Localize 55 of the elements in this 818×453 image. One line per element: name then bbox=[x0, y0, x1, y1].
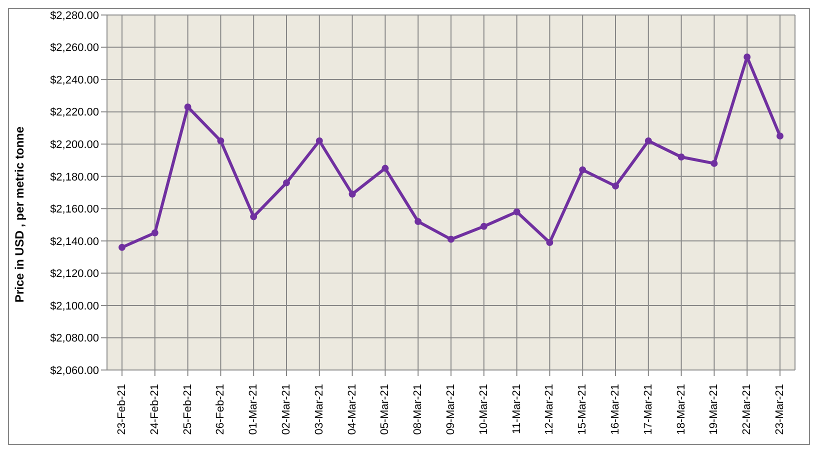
x-tick-label: 12-Mar-21 bbox=[544, 384, 556, 435]
point bbox=[776, 132, 784, 140]
y-tick-label: $2,260.00 bbox=[50, 42, 99, 54]
point bbox=[382, 164, 389, 172]
x-tick-label: 17-Mar-21 bbox=[642, 384, 654, 435]
point bbox=[184, 103, 192, 110]
y-tick-label: $2,140.00 bbox=[50, 236, 99, 248]
y-tick-label: $2,060.00 bbox=[50, 364, 99, 377]
y-tick-label: $2,280.00 bbox=[50, 10, 99, 22]
x-tick-label: 15-Mar-21 bbox=[576, 384, 589, 435]
x-tick-label: 24-Feb-21 bbox=[148, 384, 161, 435]
x-tick-label: 19-Mar-21 bbox=[708, 384, 720, 435]
x-tick-label: 18-Mar-21 bbox=[675, 384, 688, 435]
x-tick-label: 16-Mar-21 bbox=[610, 384, 622, 435]
point bbox=[118, 244, 126, 251]
x-tick-label: 04-Mar-21 bbox=[346, 384, 358, 435]
point bbox=[316, 137, 323, 144]
y-tick-label: $2,200.00 bbox=[50, 138, 99, 151]
x-tick-label: 23-Feb-21 bbox=[116, 384, 128, 435]
point bbox=[546, 239, 554, 246]
y-tick-label: $2,080.00 bbox=[50, 332, 99, 345]
x-tick-label: 02-Mar-21 bbox=[280, 384, 292, 435]
x-tick-label: 23-Mar-21 bbox=[774, 384, 786, 435]
x-tick-label: 11-Mar-21 bbox=[510, 384, 523, 434]
y-tick-label: $2,120.00 bbox=[50, 268, 99, 280]
y-tick-label: $2,220.00 bbox=[50, 106, 99, 119]
point bbox=[644, 137, 652, 144]
point bbox=[579, 166, 586, 174]
x-tick-label: 08-Mar-21 bbox=[412, 384, 424, 435]
point bbox=[744, 53, 751, 60]
y-tick-label: $2,240.00 bbox=[50, 74, 99, 86]
point bbox=[678, 154, 685, 160]
x-tick-label: 25-Feb-21 bbox=[182, 384, 194, 435]
y-axis-title: Price in USD , per metric tonne bbox=[12, 126, 26, 302]
point bbox=[612, 182, 619, 190]
point bbox=[480, 222, 488, 230]
x-tick-label: 10-Mar-21 bbox=[478, 384, 490, 435]
point bbox=[250, 213, 258, 220]
point bbox=[414, 218, 422, 226]
x-tick-label: 09-Mar-21 bbox=[445, 384, 457, 435]
y-tick-label: $2,100.00 bbox=[50, 300, 99, 312]
x-tick-label: 05-Mar-21 bbox=[379, 384, 392, 435]
point bbox=[348, 190, 356, 198]
point bbox=[448, 236, 454, 243]
y-tick-label: $2,160.00 bbox=[50, 204, 99, 216]
point bbox=[151, 229, 158, 236]
point bbox=[217, 137, 224, 144]
x-tick-label: 26-Feb-21 bbox=[214, 384, 227, 435]
point bbox=[283, 179, 290, 186]
y-tick-label: $2,180.00 bbox=[50, 171, 99, 184]
x-tick-label: 03-Mar-21 bbox=[313, 384, 326, 435]
point bbox=[710, 160, 718, 167]
x-tick-label: 01-Mar-21 bbox=[248, 384, 260, 435]
x-tick-label: 22-Mar-21 bbox=[741, 384, 754, 435]
point bbox=[513, 208, 520, 216]
